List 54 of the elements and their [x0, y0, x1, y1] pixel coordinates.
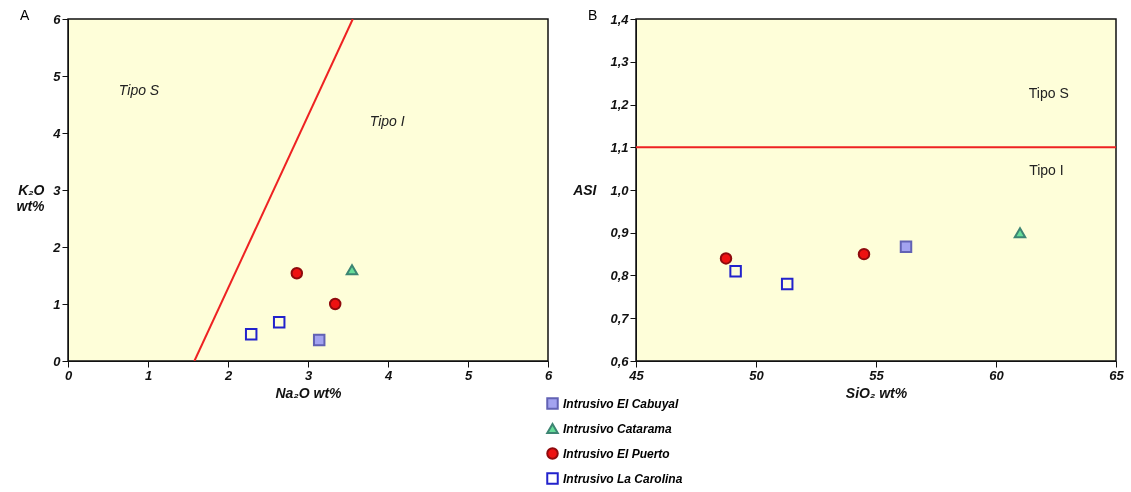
- y-tick-label: 1,2: [610, 97, 630, 112]
- point: [328, 297, 342, 311]
- y-tick-label: 6: [53, 11, 62, 27]
- x-tick-label: 5: [464, 367, 473, 383]
- y-tick-label: 1,3: [610, 54, 630, 70]
- y-tick-label: 2: [52, 239, 62, 255]
- y-tick-label: 1: [53, 296, 61, 312]
- x-tick-label: 50: [749, 367, 765, 383]
- legend-label: Intrusivo La Carolina: [563, 471, 683, 486]
- point: [780, 277, 794, 291]
- y-tick-label: 3: [53, 182, 62, 198]
- chart-title: A: [20, 7, 30, 23]
- point: [719, 252, 733, 265]
- annotation: Tipo S: [1028, 85, 1069, 102]
- x-tick-label: 0: [64, 367, 73, 383]
- x-tick-label: 60: [989, 367, 1005, 383]
- y-tick-label: 5: [53, 68, 62, 84]
- point: [1013, 227, 1027, 239]
- y-tick-label: 0,9: [610, 225, 630, 241]
- y-tick-label: 1,0: [610, 182, 630, 198]
- x-tick-label: 45: [628, 367, 645, 383]
- chart-title: B: [588, 7, 598, 23]
- y-tick-label: 0,6: [610, 353, 630, 369]
- annotation: Tipo I: [369, 112, 405, 129]
- x-tick-label: 65: [1109, 367, 1125, 383]
- y-axis-title: ASI: [572, 181, 598, 198]
- annotation: Tipo S: [118, 81, 160, 98]
- point: [345, 264, 359, 276]
- point: [899, 240, 913, 254]
- x-tick-label: 3: [304, 367, 313, 383]
- x-axis-title: Na₂O wt%: [275, 384, 343, 401]
- x-tick-label: 6: [544, 367, 553, 383]
- y-tick-label: 0: [53, 353, 62, 369]
- x-tick-label: 2: [223, 367, 233, 383]
- y-tick-label: 1,1: [610, 139, 629, 155]
- y-tick-label: 4: [52, 125, 62, 141]
- legend-label: Intrusivo El Cabuyal: [563, 396, 680, 411]
- x-axis-title: SiO₂ wt%: [845, 384, 908, 401]
- x-tick-label: 1: [144, 367, 153, 383]
- y-tick-label: 0,7: [610, 310, 630, 326]
- point: [312, 333, 326, 347]
- annotation: Tipo I: [1029, 162, 1064, 179]
- point: [272, 316, 286, 329]
- y-tick-label: 1,4: [610, 11, 630, 27]
- point: [729, 264, 742, 278]
- point: [857, 247, 871, 261]
- legend-label: Intrusivo Catarama: [563, 421, 673, 436]
- x-tick-label: 55: [869, 367, 885, 383]
- y-tick-label: 0,8: [610, 268, 630, 283]
- point: [290, 266, 304, 280]
- point: [244, 327, 258, 341]
- legend-label: Intrusivo El Puerto: [563, 446, 670, 461]
- x-tick-label: 4: [383, 367, 393, 383]
- y-axis-title: K₂O wt%: [16, 181, 46, 214]
